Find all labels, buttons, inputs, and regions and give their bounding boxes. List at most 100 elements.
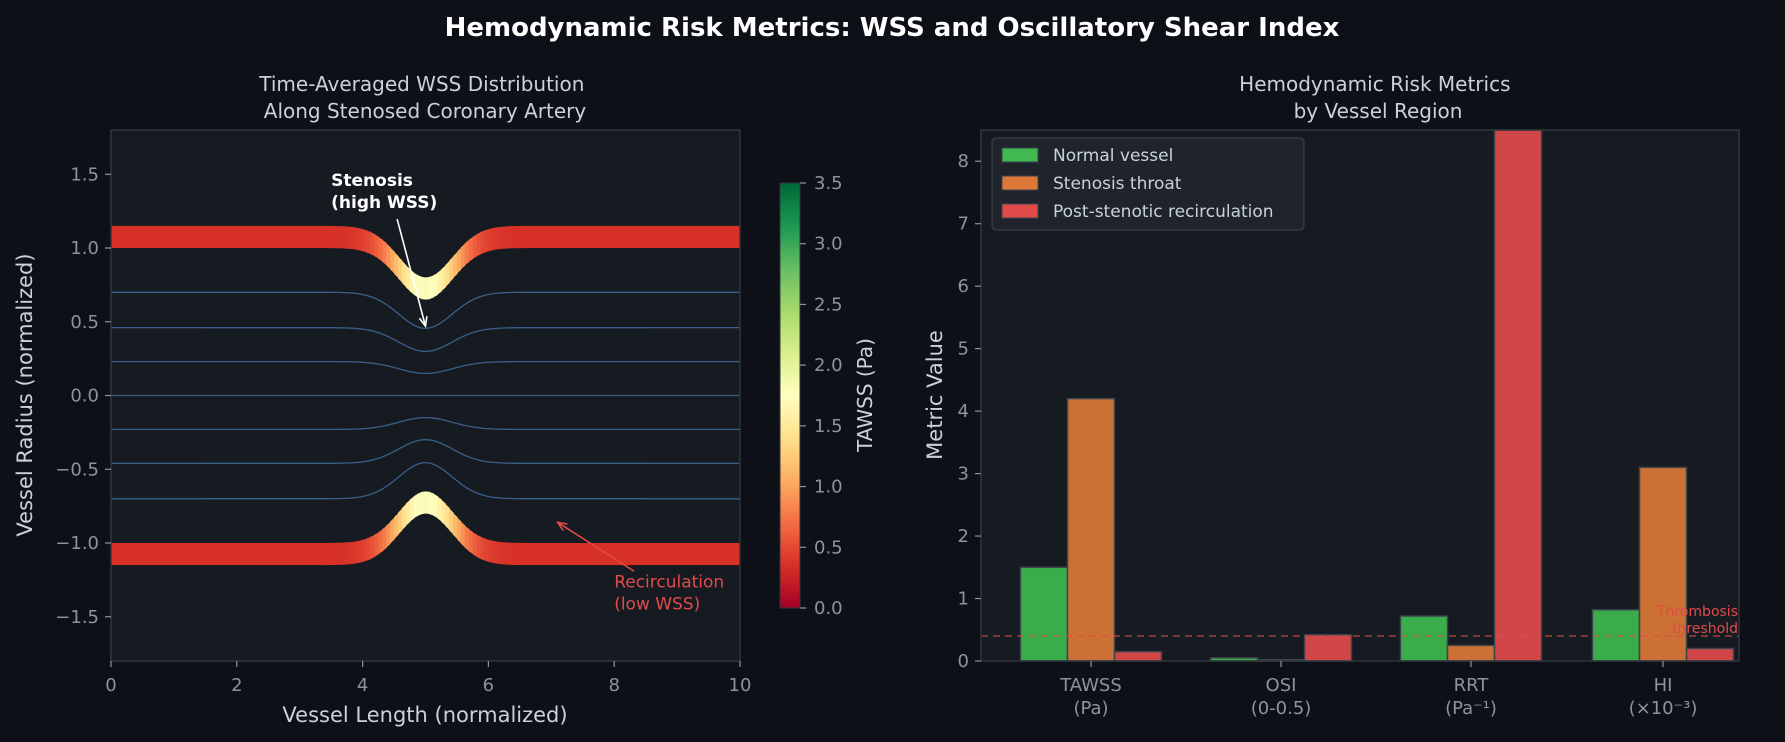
wall-segment [508, 542, 513, 565]
wall-segment [610, 543, 615, 566]
recirculation-annotation: Recirculation (low WSS) [555, 521, 724, 614]
wall-segment [728, 225, 733, 248]
wall-segment [339, 226, 344, 249]
wall-segment [162, 225, 167, 248]
wall-segment [346, 542, 352, 565]
wall-segment [665, 543, 670, 566]
wall-segment [134, 543, 140, 566]
wss-panel: Time-Averaged WSS Distribution Along Ste… [13, 72, 751, 727]
wall-segment [370, 534, 375, 559]
wall-segment [417, 275, 423, 300]
wall-segment [398, 508, 403, 535]
wall-segment [189, 543, 195, 566]
streamline-4 [111, 416, 740, 431]
wall-segment [394, 251, 399, 279]
wall-segment [181, 225, 187, 248]
wall-segment [445, 260, 450, 288]
wall-segment [716, 543, 721, 566]
wall-segment [244, 225, 250, 248]
x-tick-label: HI (×10⁻³) [1629, 675, 1698, 719]
wall-segment [519, 542, 525, 566]
y-tick-label: 8 [958, 151, 969, 172]
risk-panel-title: Hemodynamic Risk Metrics by Vessel Regio… [1239, 72, 1517, 123]
x-tick-label-line: RRT [1454, 675, 1490, 696]
upper-wall [111, 225, 740, 300]
wall-segment [578, 225, 584, 248]
wall-segment [704, 543, 710, 566]
wall-segment [598, 543, 603, 566]
colorbar-tick-label: 1.5 [814, 416, 843, 437]
wall-segment [464, 525, 470, 552]
stenosis-annotation: Stenosis (high WSS) [331, 171, 437, 329]
wall-segment [551, 225, 556, 248]
wall-segment [240, 543, 246, 566]
wall-segment [162, 543, 167, 566]
legend-label: Stenosis throat [1053, 174, 1182, 194]
streamline-6 [111, 461, 740, 500]
wall-segment [390, 247, 395, 274]
wall-segment [405, 265, 411, 292]
wall-segment [217, 543, 222, 566]
wall-segment [681, 543, 686, 566]
wall-segment [173, 225, 179, 248]
wall-segment [401, 260, 407, 288]
wall-segment [437, 269, 442, 295]
wall-segment [567, 225, 572, 248]
wss-annotations: Stenosis (high WSS) Recirculation (low WSS) [331, 171, 724, 614]
wall-segment [708, 543, 714, 566]
wall-segment [425, 491, 430, 515]
x-tick-label-line: OSI [1266, 675, 1297, 696]
wall-segment [464, 239, 470, 266]
wall-segment [284, 543, 289, 566]
wall-segment [429, 491, 434, 516]
wall-segment [688, 225, 694, 248]
wall-segment [362, 538, 368, 562]
wall-segment [236, 225, 242, 248]
wall-segment [417, 491, 423, 516]
lower-wall [111, 491, 740, 566]
legend-swatch [1001, 203, 1039, 219]
wall-segment [232, 543, 238, 566]
wall-segment [602, 543, 607, 566]
wall-segment [358, 228, 364, 252]
wall-segment [311, 543, 316, 566]
wall-segment [130, 225, 136, 248]
wall-segment [673, 225, 678, 248]
wall-segment [610, 225, 615, 248]
x-tick-label: 8 [608, 675, 619, 696]
stenosis-annotation-line: (high WSS) [331, 193, 437, 213]
wall-segment [299, 225, 305, 248]
wss-title-line-1: Time-Averaged WSS Distribution [258, 72, 584, 96]
x-tick-label-line: TAWSS [1059, 675, 1122, 696]
wall-segment [303, 543, 309, 566]
wall-segment [315, 543, 320, 566]
wall-segment [712, 225, 717, 248]
wall-segment [244, 543, 250, 566]
wall-segment [535, 543, 541, 566]
wall-segment [661, 543, 666, 566]
wall-segment [225, 225, 230, 248]
wall-segment [331, 226, 336, 249]
wall-segment [515, 226, 521, 249]
wall-segment [276, 225, 281, 248]
wall-segment [291, 225, 297, 248]
wall-segment [209, 225, 214, 248]
wall-segment [287, 543, 293, 566]
wall-segment [185, 225, 191, 248]
wall-segment [394, 512, 399, 540]
bar [1399, 615, 1449, 662]
risk-title-line-1: Hemodynamic Risk Metrics [1239, 72, 1510, 96]
wall-segment [201, 543, 206, 566]
wall-segment [512, 542, 517, 565]
wall-segment [653, 225, 658, 248]
wall-segment [217, 225, 222, 248]
wall-segment [633, 225, 639, 248]
wall-segment [657, 543, 662, 566]
wall-segment [594, 225, 600, 248]
wall-segment [559, 225, 564, 248]
wall-segment [571, 225, 576, 248]
x-tick-label: 0 [105, 675, 116, 696]
wall-segment [126, 225, 132, 248]
y-tick-label: 1.5 [70, 164, 99, 185]
legend-swatch [1001, 147, 1039, 163]
